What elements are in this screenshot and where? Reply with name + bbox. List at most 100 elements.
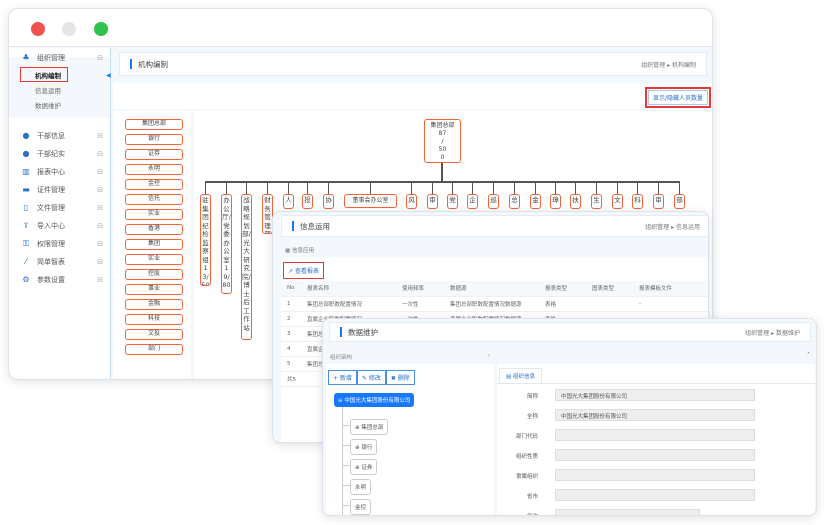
sidebar-item-8[interactable]: ⁄ 简单智表 ⊟: [11, 253, 109, 270]
field-input[interactable]: [555, 509, 700, 515]
child-node[interactable]: 董事会办公室: [344, 194, 397, 208]
upload-icon: ⇪: [22, 221, 30, 230]
delete-button[interactable]: ✖ 删除: [385, 370, 415, 385]
expand-node-icon: ⊕: [355, 445, 362, 451]
maximize-button[interactable]: [94, 22, 108, 36]
org-list-item[interactable]: 金控: [125, 179, 183, 190]
org-list-item[interactable]: 实业: [125, 209, 183, 220]
org-list-item[interactable]: 永明: [125, 164, 183, 175]
tab-org-info[interactable]: ▤ 组织信息: [499, 368, 542, 383]
org-list-item[interactable]: 科技: [125, 314, 183, 325]
tree-node[interactable]: ⊕ 集团总部: [350, 419, 389, 435]
child-node[interactable]: 璋: [550, 194, 561, 209]
info-panel-title: ▦ 信息应用: [281, 242, 708, 257]
sidebar-item-4[interactable]: ▬ 证件管理 ⊟: [22, 185, 103, 194]
close-button[interactable]: [31, 22, 45, 36]
org-list-item[interactable]: 金融: [125, 299, 183, 310]
sidebar-item-0[interactable]: ♣ 组织管理 ⊟: [22, 53, 103, 62]
table-row[interactable]: 1 集团总部职数配置情况 一次性 集团总部职数配置情况数据源 表格 -: [281, 296, 708, 312]
org-list-item[interactable]: 证券: [125, 149, 183, 160]
child-node[interactable]: 总: [509, 194, 520, 209]
collapse-arrow-icon[interactable]: ◀: [106, 72, 111, 79]
field-input[interactable]: [555, 489, 755, 501]
field-input[interactable]: [555, 449, 755, 461]
sidebar-subitem-2[interactable]: 数据维护: [35, 102, 61, 110]
edit-button[interactable]: ✎ 修改: [356, 370, 386, 385]
field-input[interactable]: 中国光大集团股份有限公司: [555, 389, 755, 401]
tree-node[interactable]: 金控: [350, 499, 372, 515]
child-node[interactable]: 扶: [570, 194, 581, 209]
collapse-up-icon[interactable]: ˄: [807, 352, 810, 359]
child-node[interactable]: 文: [612, 194, 623, 209]
sidebar-item-7[interactable]: ⚿ 权限管理 ⊟: [22, 238, 103, 248]
expand-icon[interactable]: ⊟: [97, 239, 103, 248]
child-node[interactable]: 巡: [488, 194, 499, 209]
tree-node[interactable]: ⊕ 银行: [350, 439, 378, 455]
minimize-button[interactable]: [62, 22, 76, 36]
field-input[interactable]: [555, 469, 755, 481]
org-list-item[interactable]: 文投: [125, 329, 183, 340]
child-node[interactable]: 生: [591, 194, 602, 209]
org-list-item[interactable]: 香港: [125, 224, 183, 235]
org-list-item[interactable]: 集团: [125, 239, 183, 250]
org-list-item[interactable]: 集团总部: [125, 119, 183, 130]
sidebar-item-1[interactable]: ● 干部信息 ⊟: [22, 131, 104, 140]
field-label: 省市: [526, 494, 538, 500]
child-node[interactable]: 协: [323, 194, 334, 209]
root-node[interactable]: 集团总部 87/50 0: [424, 119, 461, 163]
tree-node[interactable]: 永明: [350, 479, 372, 495]
expand-icon[interactable]: ⊟: [97, 167, 103, 176]
child-node[interactable]: 战略规划部/光大研究院/博士后工作站: [241, 194, 252, 340]
sidebar-subitem-0[interactable]: 机构编制: [35, 72, 61, 80]
child-node[interactable]: 办公厅/党委办公室19/80: [221, 194, 232, 294]
org-list-item[interactable]: 部门: [125, 344, 183, 355]
field-input[interactable]: 中国光大集团股份有限公司: [555, 409, 755, 421]
org-list-item[interactable]: 银行: [125, 134, 183, 145]
tree-panel-title: 组织架构: [330, 355, 353, 361]
expand-icon[interactable]: ⊟: [97, 203, 103, 212]
expand-icon[interactable]: ⊟: [97, 149, 103, 158]
child-node[interactable]: 部: [674, 194, 685, 209]
connector: [205, 181, 680, 183]
org-list-item[interactable]: 实业: [125, 254, 183, 265]
info-breadcrumb: 组织管理 ▸ 信息运用: [645, 223, 700, 231]
field-input[interactable]: [555, 429, 755, 441]
connector: [205, 181, 206, 195]
add-button[interactable]: + 新增: [328, 370, 357, 385]
tree-node[interactable]: ⊕ 证券: [350, 459, 378, 475]
expand-icon[interactable]: ⊟: [97, 53, 103, 62]
child-node[interactable]: 人: [283, 194, 294, 209]
sidebar-subitem-1[interactable]: 信息运用: [35, 87, 61, 95]
sidebar-item-6[interactable]: ⇪ 导入中心 ⊟: [22, 221, 103, 230]
child-node[interactable]: 风: [406, 194, 417, 209]
child-node[interactable]: 党: [447, 194, 458, 209]
connector: [575, 181, 576, 195]
child-node[interactable]: 审: [427, 194, 438, 209]
collapse-left-icon[interactable]: ‹: [487, 353, 490, 359]
expand-icon[interactable]: ⊟: [97, 257, 103, 266]
child-node[interactable]: 金: [530, 194, 541, 209]
sidebar-item-5[interactable]: ▯ 文件管理 ⊟: [11, 199, 109, 216]
connector: [370, 181, 371, 195]
title-bar: [9, 9, 712, 47]
child-node[interactable]: 审: [653, 194, 664, 209]
expand-icon[interactable]: ⊟: [97, 185, 103, 194]
org-list-item[interactable]: 信托: [125, 194, 183, 205]
sidebar-item-2[interactable]: ● 干部纪实 ⊟: [22, 149, 104, 158]
expand-icon[interactable]: ⊟: [97, 275, 103, 284]
child-node[interactable]: 科: [632, 194, 643, 209]
child-node[interactable]: 投: [302, 194, 313, 209]
org-list-item[interactable]: 事业: [125, 284, 183, 295]
sidebar-item-3[interactable]: ▥ 报表中心 ⊟: [22, 167, 103, 176]
child-node[interactable]: 驻集团纪检监察组13/50: [200, 194, 211, 286]
view-report-button[interactable]: ↗ 查看报表: [283, 262, 324, 279]
org-list-item[interactable]: 控股: [125, 269, 183, 280]
child-node[interactable]: 企: [467, 194, 478, 209]
expand-icon[interactable]: ⊟: [97, 221, 103, 230]
globe-icon: ●: [22, 149, 30, 158]
tree-root-node[interactable]: ⊖ 中国光大集团股份有限公司: [334, 393, 415, 407]
expand-icon[interactable]: ⊟: [97, 131, 103, 140]
toggle-count-button[interactable]: 显示/隐藏人员数量: [644, 87, 711, 108]
maint-title: 数据维护: [348, 327, 378, 337]
sidebar-item-9[interactable]: ⚙ 参数设置 ⊟: [22, 275, 103, 284]
